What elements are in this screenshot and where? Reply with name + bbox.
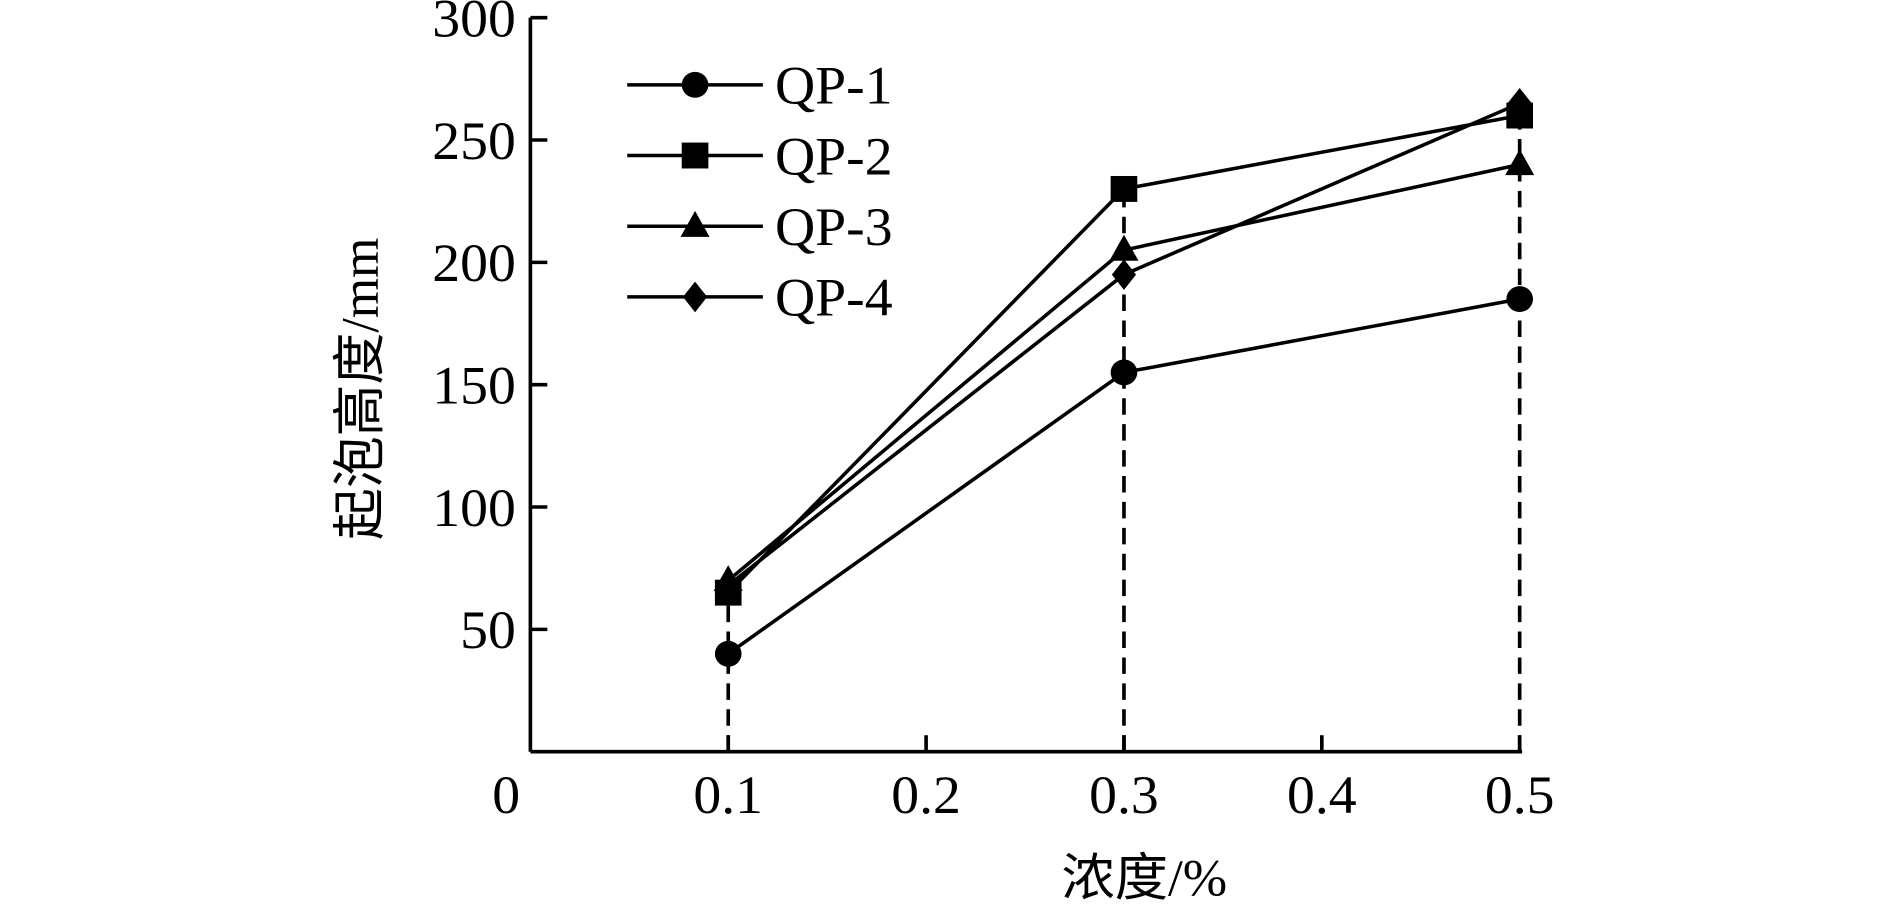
circle-marker xyxy=(714,640,742,667)
diamond-marker xyxy=(716,569,741,601)
square-marker xyxy=(1110,175,1138,202)
legend-item: QP-4 xyxy=(627,267,893,328)
series-qp-1 xyxy=(714,286,1533,667)
x-tick-label: 0.1 xyxy=(693,765,763,825)
y-tick-label: 250 xyxy=(432,111,516,171)
y-tick-label: 200 xyxy=(432,233,516,293)
legend-label: QP-4 xyxy=(775,267,893,327)
diamond-marker xyxy=(1507,87,1532,119)
x-tick-label: 0.3 xyxy=(1089,765,1159,825)
triangle-marker xyxy=(1109,234,1139,261)
x-tick-label: 0.5 xyxy=(1485,765,1555,825)
legend: QP-1 QP-2 QP-3 QP-4 xyxy=(627,55,893,328)
diamond-marker xyxy=(1111,259,1137,290)
circle-marker xyxy=(681,71,709,98)
triangle-marker xyxy=(680,210,710,237)
x-axis-label: 浓度/% xyxy=(1061,850,1227,907)
triangle-marker xyxy=(1505,149,1535,176)
legend-item: QP-3 xyxy=(627,197,893,257)
axes: 50 100 150 200 250 300 0 0.1 0.2 0.3 0.4 0.5 xyxy=(432,0,1554,825)
square-marker xyxy=(681,142,709,169)
y-tick-label: 300 xyxy=(432,0,516,48)
legend-item: QP-1 xyxy=(627,55,893,116)
y-tick-label: 100 xyxy=(432,478,516,538)
x-tick-label: 0 xyxy=(492,765,520,825)
x-tick-label: 0.2 xyxy=(891,765,961,825)
circle-marker xyxy=(1110,359,1138,386)
y-tick-label: 50 xyxy=(460,600,516,660)
y-axis-label: 起泡高度/mm xyxy=(331,238,390,540)
x-tick-label: 0.4 xyxy=(1287,765,1357,825)
legend-label: QP-3 xyxy=(775,197,893,257)
y-tick-label: 150 xyxy=(432,355,516,415)
legend-label: QP-1 xyxy=(775,55,893,115)
diamond-marker xyxy=(682,281,708,313)
legend-item: QP-2 xyxy=(627,126,893,186)
legend-label: QP-2 xyxy=(775,126,893,186)
circle-marker xyxy=(1506,286,1533,313)
